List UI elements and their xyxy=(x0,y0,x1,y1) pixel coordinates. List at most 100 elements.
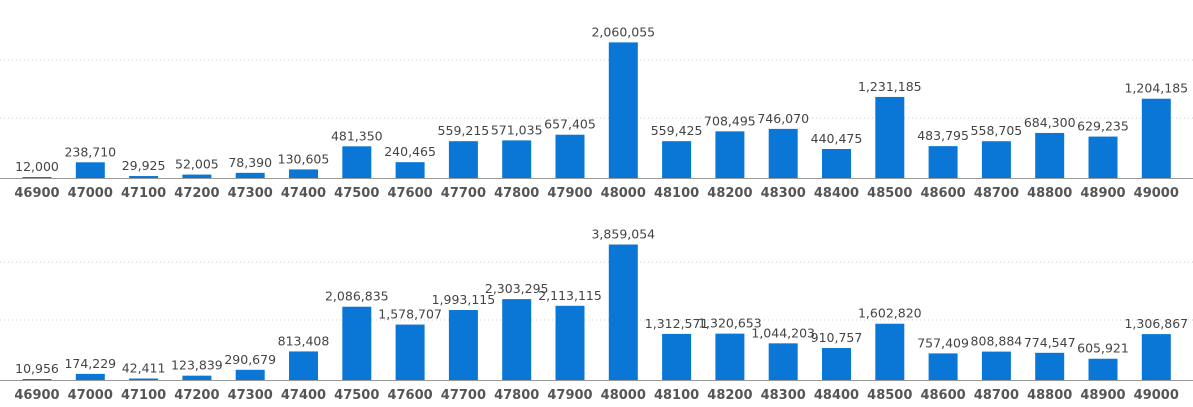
bar xyxy=(235,172,265,178)
x-tick-label: 48900 xyxy=(1080,186,1125,201)
bar-value-label: 605,921 xyxy=(1077,341,1129,356)
bar xyxy=(289,351,318,380)
bar xyxy=(981,141,1011,178)
x-tick-label: 48200 xyxy=(707,388,752,403)
bar-value-label: 813,408 xyxy=(278,333,330,348)
x-tick-label: 47600 xyxy=(387,388,432,403)
bar xyxy=(822,348,851,380)
bar-value-label: 1,044,203 xyxy=(751,325,815,340)
bar-value-label: 559,425 xyxy=(651,123,703,138)
x-tick-label: 48300 xyxy=(761,186,806,201)
x-tick-label: 48500 xyxy=(867,186,912,201)
bar xyxy=(129,378,159,380)
bar xyxy=(75,373,105,380)
x-tick-label: 48700 xyxy=(974,186,1019,201)
bar-value-label: 78,390 xyxy=(228,155,272,170)
bar xyxy=(1088,358,1118,380)
bar xyxy=(822,149,851,178)
x-tick-label: 49000 xyxy=(1134,186,1179,201)
x-tick-label: 48000 xyxy=(601,388,646,403)
x-tick-label: 47500 xyxy=(334,388,379,403)
x-tick-label: 48600 xyxy=(920,388,965,403)
x-tick-label: 46900 xyxy=(14,186,59,201)
x-tick-label: 47000 xyxy=(68,388,113,403)
x-tick-label: 47400 xyxy=(281,186,326,201)
bar-value-label: 2,113,115 xyxy=(538,288,602,303)
x-tick-label: 48900 xyxy=(1080,388,1125,403)
chart-panel-top: 12,000 46900 238,710 47000 29,925 47100 52,005… xyxy=(0,24,1193,201)
bar xyxy=(1035,132,1065,178)
bar xyxy=(981,351,1011,380)
bar-value-label: 2,086,835 xyxy=(325,289,389,304)
bar-value-label: 3,859,054 xyxy=(591,227,655,242)
bar xyxy=(875,323,905,380)
x-tick-label: 47400 xyxy=(281,388,326,403)
header-blank-box xyxy=(503,0,727,20)
x-tick-label: 48600 xyxy=(920,186,965,201)
bar-value-label: 1,320,653 xyxy=(698,316,762,331)
x-tick-label: 47200 xyxy=(174,186,219,201)
x-tick-label: 47500 xyxy=(334,186,379,201)
x-tick-label: 46900 xyxy=(14,388,59,403)
bar-value-label: 52,005 xyxy=(175,157,219,172)
chart-panel-bottom: 10,956 46900 174,229 47000 42,411 47100 123,83… xyxy=(0,227,1193,403)
bar xyxy=(1088,136,1118,178)
bar-value-label: 757,409 xyxy=(917,335,969,350)
x-tick-label: 48300 xyxy=(761,388,806,403)
x-tick-label: 47900 xyxy=(547,186,592,201)
x-tick-label: 48100 xyxy=(654,186,699,201)
bar-value-label: 29,925 xyxy=(122,158,166,173)
x-tick-label: 47200 xyxy=(174,388,219,403)
bar xyxy=(289,169,318,178)
bar-value-label: 174,229 xyxy=(64,356,116,371)
bar xyxy=(22,379,52,380)
x-tick-label: 48000 xyxy=(601,186,646,201)
bar xyxy=(182,174,212,178)
bar-value-label: 708,495 xyxy=(704,113,756,128)
bar-value-label: 746,070 xyxy=(757,111,809,126)
bar xyxy=(395,162,425,178)
bar-value-label: 1,204,185 xyxy=(1124,81,1188,96)
bar-value-label: 2,060,055 xyxy=(591,24,655,39)
bar xyxy=(129,176,159,178)
bar xyxy=(768,128,798,178)
bar xyxy=(1035,352,1065,380)
bar xyxy=(715,131,745,178)
x-tick-label: 47800 xyxy=(494,388,539,403)
bar xyxy=(928,146,958,178)
bar xyxy=(608,244,638,380)
bar xyxy=(662,333,692,380)
bar-value-label: 12,000 xyxy=(15,159,59,174)
x-tick-label: 48800 xyxy=(1027,388,1072,403)
bar-value-label: 2,303,295 xyxy=(485,281,549,296)
x-tick-label: 49000 xyxy=(1134,388,1179,403)
bar-value-label: 629,235 xyxy=(1077,119,1129,134)
bar xyxy=(1141,334,1171,380)
bar xyxy=(395,324,425,380)
bar-value-label: 290,679 xyxy=(224,352,276,367)
bar-value-label: 1,306,867 xyxy=(1124,316,1188,331)
bar-value-label: 42,411 xyxy=(122,361,166,376)
bar xyxy=(235,369,265,380)
x-tick-label: 47900 xyxy=(547,388,592,403)
bar-value-label: 123,839 xyxy=(171,358,223,373)
bar-value-label: 1,602,820 xyxy=(858,306,922,321)
bar xyxy=(448,141,478,178)
bar-value-label: 808,884 xyxy=(971,334,1023,349)
bar-value-label: 559,215 xyxy=(438,123,490,138)
x-tick-label: 47300 xyxy=(228,186,273,201)
x-tick-label: 48800 xyxy=(1027,186,1072,201)
bar-value-label: 571,035 xyxy=(491,122,543,137)
x-tick-label: 47000 xyxy=(68,186,113,201)
x-tick-label: 47700 xyxy=(441,186,486,201)
bar xyxy=(1141,98,1171,178)
x-tick-label: 47700 xyxy=(441,388,486,403)
x-tick-label: 48100 xyxy=(654,388,699,403)
bar xyxy=(608,42,638,178)
bar-value-label: 130,605 xyxy=(278,151,330,166)
x-tick-label: 48500 xyxy=(867,388,912,403)
bar xyxy=(502,299,532,380)
bar-value-label: 440,475 xyxy=(811,131,863,146)
bar-value-label: 774,547 xyxy=(1024,335,1076,350)
